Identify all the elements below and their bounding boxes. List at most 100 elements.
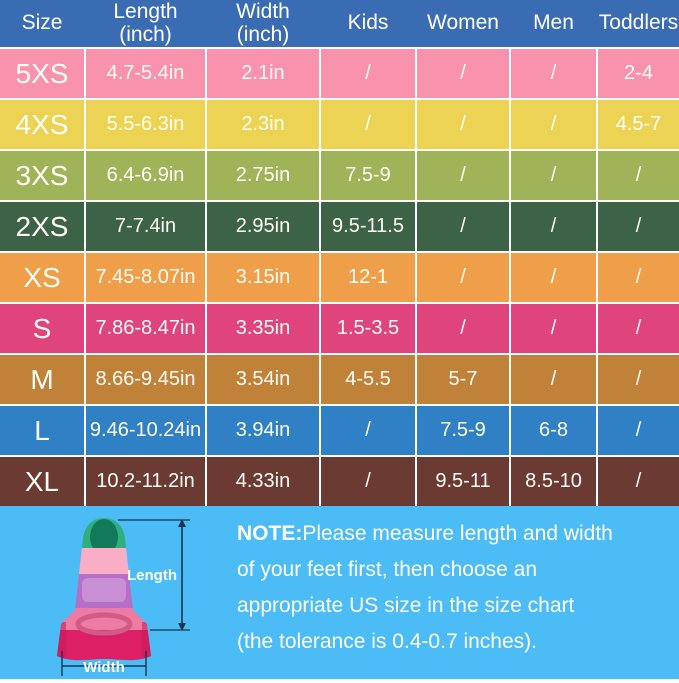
cell-size: S [0, 304, 84, 353]
cell-kids: / [321, 457, 415, 506]
cell-toddlers: / [598, 457, 679, 506]
note-line-3: appropriate US size in the size chart [237, 594, 575, 617]
cell-kids: 12-1 [321, 253, 415, 302]
column-header-toddlers: Toddlers [598, 11, 679, 35]
column-header-length: Length (inch) [113, 0, 178, 46]
cell-toddlers: / [598, 202, 679, 251]
table-row-4xs: 4XS 5.5-6.3in 2.3in / / / 4.5-7 [0, 100, 679, 149]
fin-foot-opening [75, 612, 133, 636]
size-table: Size Length (inch) Width (inch) Kids Wom… [0, 0, 679, 506]
cell-length: 6.4-6.9in [86, 151, 205, 200]
table-row-xs: XS 7.45-8.07in 3.15in 12-1 / / / [0, 253, 679, 302]
cell-men: / [511, 304, 596, 353]
cell-women: 5-7 [417, 355, 509, 404]
column-header-kids: Kids [347, 11, 389, 35]
cell-size: 4XS [0, 100, 84, 149]
cell-size: 2XS [0, 202, 84, 251]
cell-women: / [417, 151, 509, 200]
fin-band-purple-light [82, 578, 126, 602]
table-row-xl: XL 10.2-11.2in 4.33in / 9.5-11 8.5-10 / [0, 457, 679, 506]
cell-women: / [417, 49, 509, 98]
footer: Length Width NOTE:Please measure length … [0, 506, 679, 679]
note-text: NOTE:Please measure length and width of … [237, 516, 637, 660]
cell-women: / [417, 304, 509, 353]
width-label: Width [83, 659, 125, 676]
cell-toddlers: 4.5-7 [598, 100, 679, 149]
cell-size: XS [0, 253, 84, 302]
table-row-m: M 8.66-9.45in 3.54in 4-5.5 5-7 / / [0, 355, 679, 404]
cell-length: 7.86-8.47in [86, 304, 205, 353]
arrow-up-icon [178, 519, 186, 527]
table-header-row: Size Length (inch) Width (inch) Kids Wom… [0, 0, 679, 47]
fin-tip-inner [90, 519, 118, 555]
cell-length: 8.66-9.45in [86, 355, 205, 404]
cell-women: 9.5-11 [417, 457, 509, 506]
cell-width: 3.15in [207, 253, 319, 302]
cell-men: / [511, 100, 596, 149]
cell-women: / [417, 100, 509, 149]
cell-length: 10.2-11.2in [86, 457, 205, 506]
cell-kids: / [321, 49, 415, 98]
cell-toddlers: / [598, 253, 679, 302]
cell-men: / [511, 355, 596, 404]
length-label: Length [127, 567, 177, 584]
cell-women: 7.5-9 [417, 406, 509, 455]
cell-width: 3.35in [207, 304, 319, 353]
cell-kids: 1.5-3.5 [321, 304, 415, 353]
cell-width: 3.54in [207, 355, 319, 404]
table-row-3xs: 3XS 6.4-6.9in 2.75in 7.5-9 / / / [0, 151, 679, 200]
width-dimension-line: Width [61, 651, 147, 676]
cell-size: L [0, 406, 84, 455]
cell-length: 9.46-10.24in [86, 406, 205, 455]
note-line-2: of your feet first, then choose an [237, 558, 538, 581]
cell-women: / [417, 253, 509, 302]
cell-size: 3XS [0, 151, 84, 200]
cell-men: / [511, 202, 596, 251]
column-header-size: Size [21, 11, 63, 35]
note-line-4: (the tolerance is 0.4-0.7 inches). [237, 630, 537, 653]
fin-rail-left [57, 622, 66, 661]
cell-men: / [511, 253, 596, 302]
fin-rail-right [142, 622, 151, 661]
cell-length: 5.5-6.3in [86, 100, 205, 149]
length-dimension-line: Length [118, 519, 190, 631]
cell-length: 4.7-5.4in [86, 49, 205, 98]
column-header-width: Width (inch) [236, 0, 290, 46]
cell-men: 6-8 [511, 406, 596, 455]
cell-kids: 9.5-11.5 [321, 202, 415, 251]
column-header-men: Men [533, 11, 574, 35]
column-header-women: Women [427, 11, 499, 35]
cell-width: 3.94in [207, 406, 319, 455]
cell-kids: 7.5-9 [321, 151, 415, 200]
cell-toddlers: 2-4 [598, 49, 679, 98]
cell-men: / [511, 49, 596, 98]
cell-width: 2.95in [207, 202, 319, 251]
cell-width: 2.3in [207, 100, 319, 149]
cell-toddlers: / [598, 355, 679, 404]
cell-kids: / [321, 100, 415, 149]
cell-kids: / [321, 406, 415, 455]
cell-women: / [417, 202, 509, 251]
cell-men: / [511, 151, 596, 200]
table-row-s: S 7.86-8.47in 3.35in 1.5-3.5 / / / [0, 304, 679, 353]
table-row-5xs: 5XS 4.7-5.4in 2.1in / / / 2-4 [0, 49, 679, 98]
cell-size: 5XS [0, 49, 84, 98]
cell-width: 2.1in [207, 49, 319, 98]
note-line-1: NOTE:Please measure length and width [237, 522, 613, 545]
table-row-2xs: 2XS 7-7.4in 2.95in 9.5-11.5 / / / [0, 202, 679, 251]
cell-toddlers: / [598, 304, 679, 353]
cell-men: 8.5-10 [511, 457, 596, 506]
fin-illustration-svg: Length Width [57, 518, 190, 676]
cell-size: XL [0, 457, 84, 506]
cell-size: M [0, 355, 84, 404]
cell-length: 7-7.4in [86, 202, 205, 251]
fin-diagram: Length Width [22, 510, 212, 678]
arrow-down-icon [178, 623, 186, 631]
cell-toddlers: / [598, 406, 679, 455]
cell-width: 4.33in [207, 457, 319, 506]
cell-toddlers: / [598, 151, 679, 200]
note-label: NOTE: [237, 522, 303, 545]
table-row-l: L 9.46-10.24in 3.94in / 7.5-9 6-8 / [0, 406, 679, 455]
cell-width: 2.75in [207, 151, 319, 200]
